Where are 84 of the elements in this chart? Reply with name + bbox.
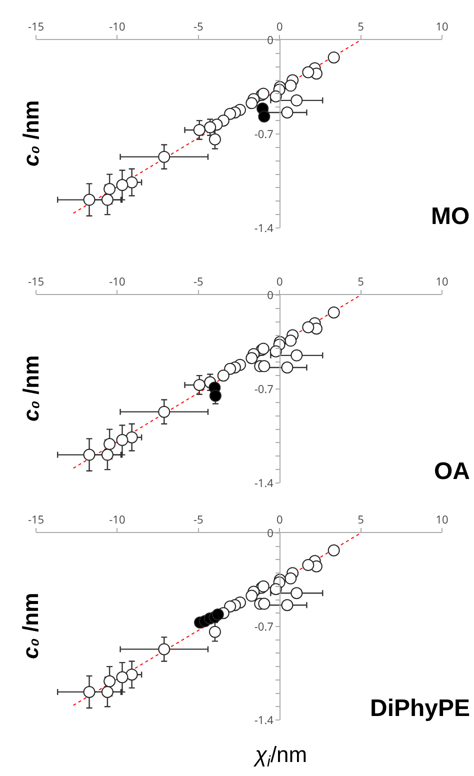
point: [101, 686, 114, 698]
x-tick-label: -10: [109, 20, 126, 35]
point: [302, 559, 314, 572]
point: [101, 194, 114, 206]
point: [116, 179, 128, 192]
y-tick-label: -0.7: [254, 382, 274, 397]
point: [158, 150, 170, 163]
y-tick-label: -0.7: [254, 126, 274, 142]
point: [126, 668, 138, 681]
point: [281, 362, 294, 374]
annotation: DiPhyPE: [370, 695, 470, 722]
point: [328, 51, 340, 64]
x-tick-label: 10: [436, 274, 448, 290]
point: [290, 349, 303, 362]
x-tick-label: -5: [193, 20, 204, 35]
point: [281, 599, 294, 612]
y-axis-title: c₀ /nm: [18, 592, 43, 659]
x-tick-label: -10: [109, 274, 126, 290]
point: [258, 110, 270, 123]
x-tick-label: 10: [436, 512, 448, 528]
point: [257, 88, 270, 100]
point: [246, 590, 258, 602]
point: [270, 583, 282, 596]
x-tick-label: 10: [436, 20, 448, 35]
point: [302, 321, 314, 334]
x-tick-label: -15: [28, 512, 44, 528]
point: [204, 121, 216, 134]
point: [126, 176, 138, 188]
annotation: OA: [434, 458, 470, 485]
point: [284, 572, 297, 584]
point: [209, 390, 222, 402]
point: [246, 352, 258, 364]
point: [217, 370, 230, 382]
x-tick-label: -5: [193, 274, 204, 290]
point: [208, 626, 221, 638]
point: [158, 406, 170, 418]
point: [158, 643, 170, 656]
y-tick-label: -1.4: [254, 712, 274, 728]
point: [258, 360, 270, 372]
x-tick-label: -15: [28, 20, 44, 35]
point: [104, 183, 116, 196]
point: [193, 378, 206, 391]
point: [281, 106, 294, 119]
point: [290, 587, 303, 600]
x-tick-label: -5: [193, 512, 204, 528]
point: [104, 438, 116, 450]
point: [83, 448, 96, 461]
y-axis-title: c₀ /nm: [18, 355, 44, 422]
x-tick-label: 5: [358, 20, 364, 35]
point: [284, 80, 297, 92]
point: [257, 342, 270, 355]
point: [270, 345, 282, 358]
point: [83, 686, 96, 698]
x-axis-title: χ$_{i}$/nm: [253, 742, 308, 771]
y-tick-label: -1.4: [254, 476, 274, 491]
annotation: MO: [431, 203, 470, 230]
point: [302, 66, 314, 78]
y-tick-label: 0: [267, 526, 274, 541]
point: [116, 434, 128, 446]
point: [193, 124, 206, 136]
point: [258, 598, 270, 610]
y-tick-label: -1.4: [254, 220, 274, 236]
x-tick-label: 5: [358, 512, 364, 528]
x-tick-label: -10: [109, 512, 126, 528]
point: [328, 306, 340, 318]
point: [290, 94, 303, 106]
y-axis-title: c₀ /nm: [18, 100, 44, 166]
point: [284, 334, 297, 347]
point: [101, 448, 114, 461]
point: [104, 675, 116, 688]
point: [208, 133, 221, 146]
x-tick-label: 5: [358, 274, 364, 290]
point: [246, 97, 258, 110]
point: [83, 194, 96, 206]
x-tick-label: -15: [28, 274, 44, 290]
y-tick-label: 0: [267, 32, 274, 48]
y-tick-label: 0: [267, 288, 274, 303]
point: [126, 431, 138, 444]
point: [328, 544, 340, 556]
y-tick-label: -0.7: [254, 619, 274, 634]
point: [116, 671, 128, 684]
point: [212, 608, 224, 620]
point: [270, 90, 282, 102]
point: [257, 580, 270, 592]
